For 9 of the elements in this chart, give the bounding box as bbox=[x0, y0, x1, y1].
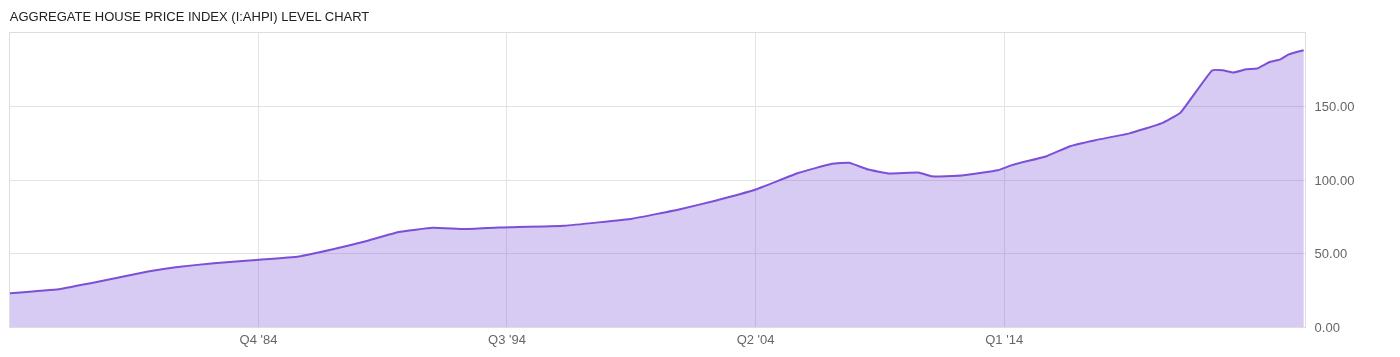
x-tick-label: Q3 '94 bbox=[488, 331, 526, 347]
y-tick-label: 0.00 bbox=[1314, 319, 1340, 335]
x-tick-label: Q2 '04 bbox=[736, 331, 775, 347]
y-tick-label: 100.00 bbox=[1314, 172, 1355, 188]
y-tick-label: 50.00 bbox=[1314, 246, 1348, 262]
x-tick-label: Q4 '84 bbox=[239, 331, 278, 347]
y-tick-label: 150.00 bbox=[1314, 99, 1355, 115]
x-tick-label: Q1 '14 bbox=[985, 331, 1024, 347]
chart-title: AGGREGATE HOUSE PRICE INDEX (I:AHPI) LEVEL CHART bbox=[9, 8, 370, 24]
